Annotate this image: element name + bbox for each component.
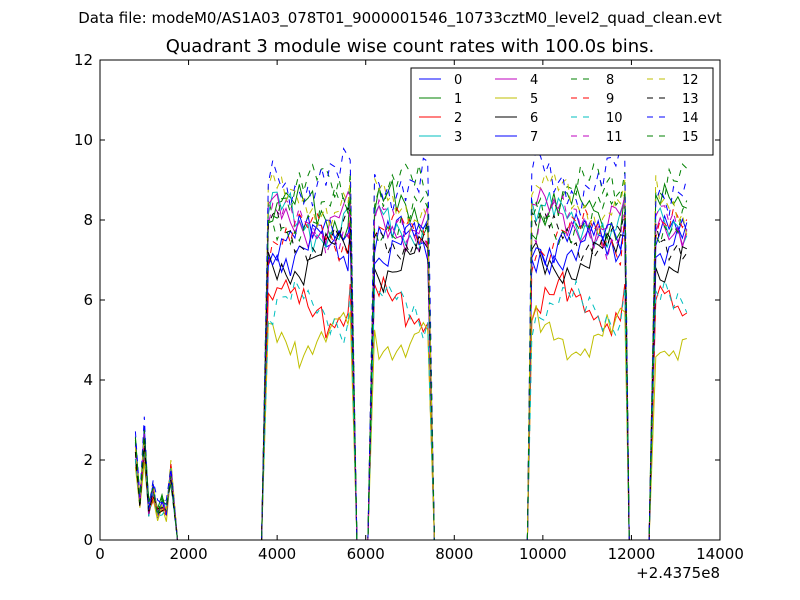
legend-label: 10 — [606, 111, 623, 126]
legend-label: 0 — [454, 73, 462, 88]
x-tick-label: 12000 — [608, 545, 656, 563]
legend-label: 5 — [530, 92, 538, 107]
legend-label: 2 — [454, 111, 462, 126]
series-line-10 — [134, 278, 688, 541]
x-tick-label: 8000 — [435, 545, 473, 563]
y-tick-label: 12 — [74, 51, 93, 69]
legend-label: 12 — [682, 73, 699, 88]
series-line-9 — [134, 206, 688, 541]
legend-label: 8 — [606, 73, 614, 88]
x-tick-label: 10000 — [519, 545, 567, 563]
legend-label: 9 — [606, 92, 614, 107]
legend-label: 15 — [682, 130, 699, 145]
series-line-2 — [134, 270, 688, 541]
y-tick-label: 4 — [83, 371, 93, 389]
legend-label: 14 — [682, 111, 699, 126]
legend-label: 13 — [682, 92, 699, 107]
x-tick-label: 2000 — [169, 545, 207, 563]
series-line-14 — [134, 146, 688, 541]
series-line-11 — [134, 194, 688, 541]
series-lines — [134, 146, 688, 541]
series-line-1 — [134, 178, 688, 541]
y-tick-label: 8 — [83, 211, 93, 229]
legend-label: 6 — [530, 111, 538, 126]
legend-box — [410, 67, 714, 156]
series-line-5 — [134, 305, 687, 541]
series-line-0 — [134, 211, 688, 541]
x-axis: 0 2000 4000 6000 8000 10000 12000 14000 — [95, 60, 744, 563]
x-tick-label: 4000 — [258, 545, 296, 563]
x-tick-label: 0 — [95, 545, 105, 563]
chart-title: Quadrant 3 module wise count rates with … — [165, 36, 655, 57]
series-line-3 — [134, 191, 688, 541]
series-line-12 — [134, 170, 688, 541]
series-line-7 — [134, 218, 688, 541]
legend-label: 1 — [454, 92, 462, 107]
legend-label: 7 — [530, 130, 538, 145]
figure-suptitle: Data file: modeM0/AS1A03_078T01_90000015… — [78, 9, 722, 27]
legend-label: 11 — [606, 130, 623, 145]
series-line-15 — [134, 186, 688, 541]
series-line-6 — [134, 230, 688, 541]
legend-label: 4 — [530, 73, 538, 88]
y-tick-label: 10 — [74, 131, 93, 149]
series-line-4 — [134, 186, 688, 541]
y-tick-label: 0 — [83, 531, 93, 549]
series-line-13 — [134, 206, 688, 541]
x-tick-label: 6000 — [347, 545, 385, 563]
x-offset-label: +2.4375e8 — [636, 564, 720, 582]
y-tick-label: 6 — [83, 291, 93, 309]
y-tick-label: 2 — [83, 451, 93, 469]
x-tick-label: 14000 — [696, 545, 744, 563]
legend-label: 3 — [454, 130, 462, 145]
